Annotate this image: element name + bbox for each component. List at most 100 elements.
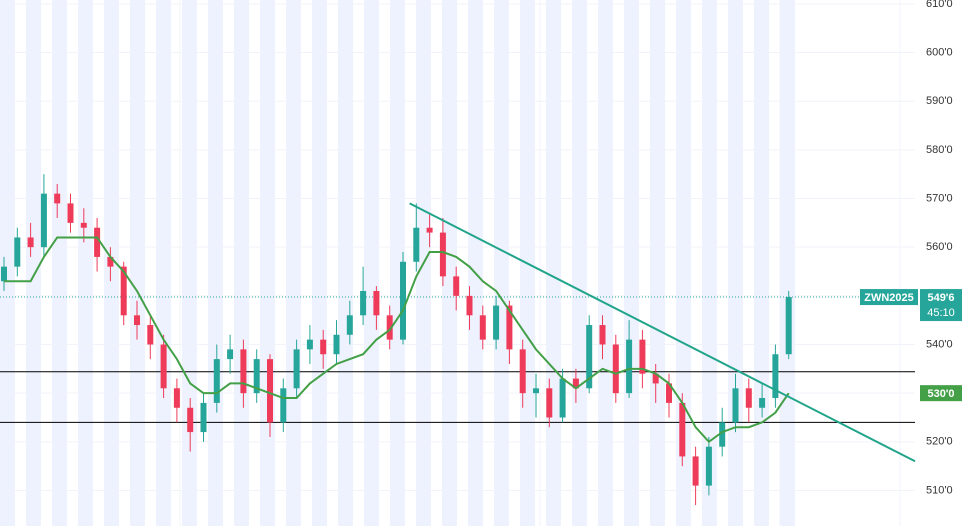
session-band: [286, 0, 301, 526]
candle-body: [94, 227, 101, 257]
candle-body: [612, 344, 619, 394]
candle-body: [679, 402, 686, 457]
session-band: [364, 0, 379, 526]
session-band: [468, 0, 483, 526]
candle-body: [187, 407, 194, 433]
candle-body: [160, 344, 167, 389]
candle-body: [213, 359, 220, 403]
candle-body: [67, 203, 74, 223]
candle-body: [306, 339, 313, 350]
plot: [0, 174, 916, 506]
session-band: [182, 0, 197, 526]
candle-body: [652, 373, 659, 384]
candle-body: [253, 359, 260, 394]
candle-body: [240, 349, 247, 394]
candle-body: [546, 388, 553, 418]
candle-body: [506, 305, 513, 350]
session-band: [728, 0, 743, 526]
session-band: [156, 0, 171, 526]
session-band: [208, 0, 223, 526]
candle-body: [586, 325, 593, 389]
candle-body: [533, 388, 539, 394]
session-shading: [0, 0, 795, 526]
session-band: [234, 0, 249, 526]
candle-body: [320, 339, 327, 355]
session-band: [702, 0, 717, 526]
candle-body: [134, 315, 140, 326]
ma-label: 530'0: [927, 388, 954, 400]
candle-body: [772, 354, 779, 399]
candle-body: [147, 325, 154, 345]
session-band: [572, 0, 587, 526]
candle-body: [426, 227, 433, 233]
candle-body: [599, 325, 606, 345]
session-band: [780, 0, 795, 526]
y-tick-label: 510'0: [926, 484, 953, 496]
session-band: [754, 0, 769, 526]
symbol-label-box: [860, 289, 918, 306]
session-band: [650, 0, 665, 526]
candle-body: [107, 256, 114, 267]
candle-body: [400, 261, 406, 340]
session-band: [442, 0, 457, 526]
candle-body: [120, 266, 127, 316]
session-band: [598, 0, 613, 526]
y-tick-label: 560'0: [926, 241, 953, 253]
candle-body: [705, 446, 712, 486]
candle-body: [1, 266, 7, 282]
candle-body: [639, 339, 646, 374]
candle-body: [80, 222, 87, 228]
session-band: [130, 0, 145, 526]
session-band: [494, 0, 509, 526]
y-tick-label: 590'0: [926, 95, 953, 107]
price-axis: 510'0520'0530'0540'0550'0560'0570'0580'0…: [860, 0, 962, 496]
candle-body: [732, 388, 739, 423]
session-band: [390, 0, 405, 526]
candle-body: [626, 339, 633, 394]
candle-body: [519, 349, 526, 394]
last-price-label: 549'6: [927, 292, 954, 304]
candle-body: [54, 193, 61, 204]
candle-body: [386, 315, 393, 340]
trendline: [409, 202, 916, 463]
moving-average: [4, 236, 790, 444]
candle-body: [692, 456, 699, 486]
candle-body: [227, 349, 234, 360]
candle-body: [759, 398, 766, 408]
session-band: [546, 0, 561, 526]
candle-body: [293, 349, 300, 389]
y-tick-label: 610'0: [926, 0, 953, 10]
candle-body: [745, 388, 752, 408]
candle-body: [40, 193, 47, 248]
candle-body: [559, 378, 566, 418]
session-band: [78, 0, 93, 526]
candle-body: [200, 402, 207, 433]
candle-body: [572, 378, 579, 389]
candle-body: [267, 359, 273, 423]
y-tick-label: 600'0: [926, 46, 953, 58]
y-tick-label: 580'0: [926, 144, 953, 156]
symbol-label: ZWN2025: [864, 292, 914, 304]
session-band: [260, 0, 275, 526]
session-band: [26, 0, 41, 526]
candle-body: [666, 383, 672, 403]
candle-body: [719, 422, 726, 447]
candle-body: [466, 295, 473, 316]
candle-body: [333, 334, 340, 355]
candle-body: [27, 237, 34, 248]
session-band: [312, 0, 327, 526]
y-tick-label: 520'0: [926, 436, 953, 448]
candle-body: [439, 232, 446, 277]
candle-body: [373, 290, 380, 316]
candle-body: [453, 276, 460, 296]
candle-body: [413, 227, 420, 262]
countdown-label: 45:10: [927, 307, 955, 319]
candle-body: [785, 297, 792, 355]
ma-label-box: [920, 385, 962, 402]
session-band: [676, 0, 691, 526]
session-band: [624, 0, 639, 526]
last-price-box: [920, 289, 962, 322]
candle-body: [280, 388, 287, 423]
candle-body: [479, 315, 486, 340]
